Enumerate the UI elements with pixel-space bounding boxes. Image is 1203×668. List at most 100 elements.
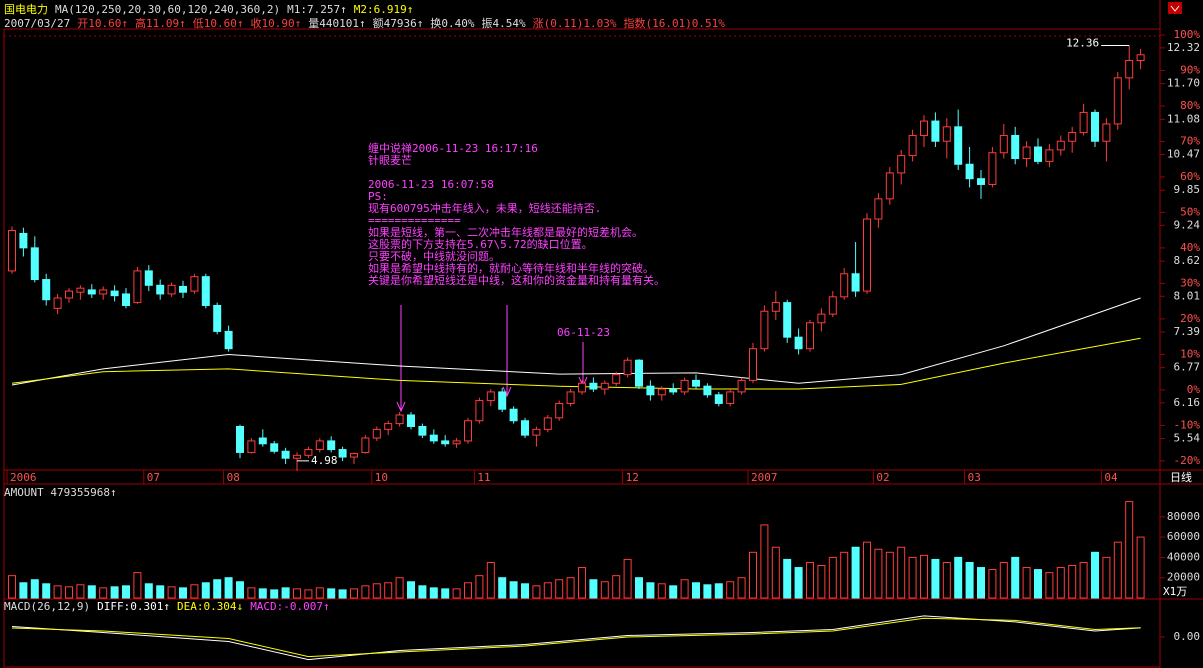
volume-bar [464, 582, 472, 599]
candle-body [726, 391, 735, 404]
candle-body [806, 322, 814, 350]
candle-body [988, 152, 997, 185]
volume-bar [646, 582, 655, 599]
volume-bar [521, 583, 529, 599]
volume-bar [190, 584, 199, 599]
corner-icon[interactable] [1168, 2, 1182, 14]
candle-body [270, 443, 279, 452]
x-tick-label: 04 [1104, 471, 1118, 484]
quote-item: 收10.90↑ [250, 17, 302, 30]
y-tick-label: 6.16 [1174, 396, 1201, 409]
volume-bar [749, 551, 757, 599]
quote-item: 量440101↑ [308, 17, 366, 30]
candle-body [1136, 54, 1145, 62]
candle-body [521, 420, 529, 436]
x-tick-label: 02 [876, 471, 889, 484]
candle-body [179, 285, 187, 293]
quote-item: 换0.40% [430, 17, 475, 30]
volume-bar [350, 588, 358, 599]
candle-body [566, 391, 575, 404]
candle-body [452, 440, 461, 445]
candle-body [1068, 132, 1077, 142]
candle-body [315, 440, 324, 451]
y-tick-label: 8.01 [1174, 289, 1201, 302]
quote-item: 振4.54% [481, 17, 526, 30]
volume-bar [236, 581, 244, 599]
candle-body [201, 276, 210, 306]
y-tick-label: 20% [1180, 312, 1200, 325]
candle-body [475, 400, 484, 422]
volume-bar [53, 585, 62, 599]
volume-bar [783, 558, 792, 599]
candle-body [874, 198, 883, 220]
x-tick-label: 08 [227, 471, 240, 484]
y-tick-label: -20% [1174, 454, 1201, 467]
x-tick-label: 2007 [751, 471, 778, 484]
volume-bar [395, 577, 404, 599]
macd-header: MACD(26,12,9) DIFF:0.301↑ DEA:0.304↓ MACD:-… [4, 600, 337, 613]
annotation-line: 只要不破，中线就没问题。 [368, 250, 500, 263]
macd-title-part: MACD(26,12,9) [4, 600, 91, 613]
line-series [11, 615, 1141, 661]
quote-item: 额47936↑ [372, 17, 424, 30]
volume-bar [1034, 569, 1042, 599]
candle-body [1022, 146, 1031, 160]
candle-body [190, 276, 199, 292]
quote-item: 指数(16.01)0.51% [623, 17, 725, 30]
candle-body [646, 385, 655, 396]
candle-body [817, 313, 826, 324]
candle-body [977, 178, 985, 185]
indicator: MA(120,250,20,30,60,120,240,360,2) [55, 3, 281, 16]
arrows [396, 305, 588, 413]
volume-bar [680, 579, 689, 599]
volume-bar [794, 567, 803, 599]
volume-bar [156, 585, 165, 599]
header-line-1: 国电电力 MA(120,250,20,30,60,120,240,360,2) M1… [4, 1, 420, 17]
volume-bar [543, 582, 552, 599]
y-tick-label: 90% [1180, 63, 1200, 76]
candle-body [920, 120, 928, 136]
annotation-line: 如果是希望中线持有的，就耐心等待年线和半年线的突破。 [368, 262, 654, 275]
unit-label[interactable]: X1万 [1163, 585, 1187, 598]
candle-body [543, 417, 552, 430]
volume-bar [977, 567, 985, 599]
candle-body [1102, 123, 1111, 142]
candle-body [418, 425, 427, 436]
volume-bar [589, 579, 598, 599]
candle-body [863, 218, 871, 292]
volume-bar [954, 556, 963, 599]
y-tick-label: 8.62 [1174, 254, 1201, 267]
candle-body [350, 453, 358, 458]
candle-body [8, 230, 16, 272]
volume-bar [384, 582, 393, 599]
volume-bar [669, 585, 678, 599]
volume-bar [167, 586, 176, 599]
volume-bar [737, 577, 746, 599]
volume-bar [657, 583, 666, 599]
candle-body [1113, 77, 1122, 125]
x-tick-label: 2006 [10, 471, 37, 484]
volume-bar [1045, 572, 1054, 599]
y-tick-label: 80% [1180, 99, 1200, 112]
volume-bar [486, 561, 495, 599]
candle-body [1034, 146, 1042, 162]
candle-body [692, 379, 700, 387]
y-tick-label: 10% [1180, 347, 1200, 360]
volume-bar [372, 583, 381, 599]
y-tick-label: 11.08 [1167, 112, 1200, 125]
volume-bar [475, 575, 484, 599]
volume-bar [999, 561, 1008, 599]
candle-body [464, 420, 472, 442]
candle-body [703, 385, 712, 396]
candle-body [714, 394, 723, 404]
candle-body [555, 402, 564, 419]
volume-bar [566, 577, 575, 599]
candle-body [304, 449, 313, 456]
stock-name: 国电电力 [4, 3, 48, 16]
volume-bar [828, 556, 837, 599]
volume-bar [247, 587, 256, 599]
volume-bar [509, 581, 518, 599]
period-button[interactable]: 日线 [1170, 470, 1192, 484]
y-tick-label: 9.85 [1174, 183, 1201, 196]
